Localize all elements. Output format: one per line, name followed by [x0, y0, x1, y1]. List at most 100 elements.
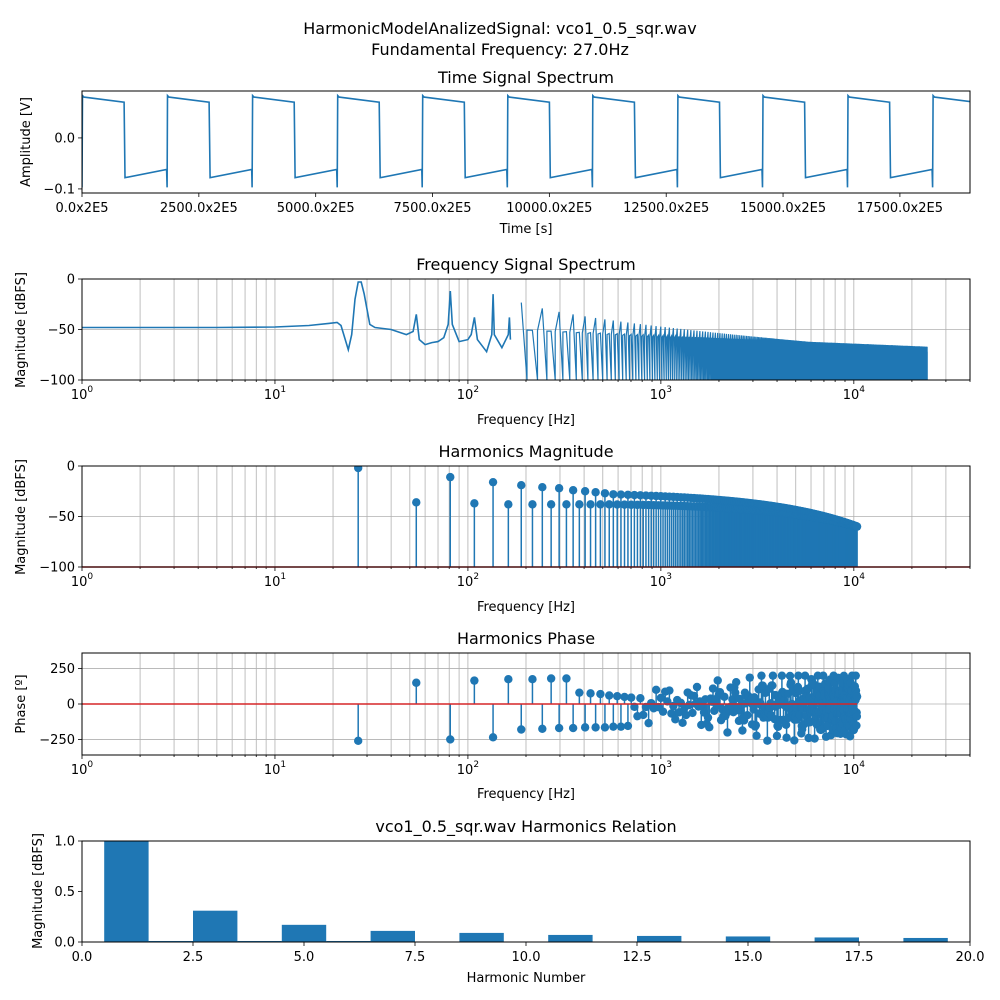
- phase-marker: [609, 722, 618, 731]
- harmonic-marker: [852, 522, 862, 531]
- x-tick-label: 100: [71, 572, 94, 590]
- figure-title-line2: Fundamental Frequency: 27.0Hz: [371, 40, 629, 59]
- harmonic-bar: [370, 930, 415, 942]
- harmonic-marker: [623, 490, 633, 500]
- phase-marker: [623, 721, 633, 731]
- phase-marker: [768, 671, 778, 680]
- x-tick-label: 12500.0x2E5: [623, 201, 709, 216]
- y-tick-label: −50: [48, 323, 75, 338]
- phase-marker: [613, 692, 622, 701]
- harmonic-marker: [470, 499, 479, 508]
- x-tick-label: 0.0x2E5: [55, 201, 108, 216]
- phase-marker: [794, 671, 803, 680]
- harmonic-marker: [488, 477, 498, 487]
- phase-marker: [688, 708, 697, 718]
- phase-marker: [743, 710, 752, 720]
- x-tick-label: 2.5: [183, 950, 204, 965]
- phase-marker: [600, 723, 610, 732]
- harmonic-marker: [586, 500, 595, 509]
- phase-marker: [591, 723, 600, 732]
- phase-marker: [658, 707, 668, 716]
- harmonics-relation-ylabel: Magnitude [dBFS]: [31, 833, 46, 949]
- phase-marker: [568, 723, 578, 733]
- phase-marker: [800, 671, 810, 680]
- phase-marker: [851, 671, 860, 680]
- spectrum-line: [82, 281, 512, 354]
- phase-marker: [703, 713, 713, 722]
- x-tick-label: 100: [71, 385, 94, 403]
- phase-marker: [665, 686, 674, 695]
- phase-marker: [596, 689, 605, 699]
- harmonic-marker: [620, 500, 629, 509]
- phase-marker: [586, 689, 595, 698]
- phase-marker: [852, 712, 862, 721]
- harmonic-marker: [568, 486, 578, 495]
- harmonics-relation-subplot: vco1_0.5_sqr.wav Harmonics Relation Harm…: [31, 817, 985, 986]
- x-tick-label: 104: [843, 760, 866, 778]
- phase-marker: [758, 681, 768, 690]
- phase-marker: [656, 693, 665, 703]
- phase-marker: [732, 677, 741, 687]
- phase-marker: [605, 691, 614, 700]
- y-tick-label: 0.5: [54, 885, 75, 900]
- y-tick-label: −250: [39, 733, 75, 748]
- spectrum-dense-line: [520, 302, 928, 380]
- phase-marker: [528, 675, 537, 684]
- y-tick-label: 0: [67, 698, 75, 713]
- y-tick-label: −50: [48, 510, 75, 525]
- x-tick-label: 7.5: [405, 950, 426, 965]
- harmonics-magnitude-title: Harmonics Magnitude: [438, 442, 613, 461]
- x-tick-label: 103: [650, 572, 672, 590]
- phase-marker: [639, 710, 648, 720]
- harmonic-marker: [575, 500, 584, 509]
- x-tick-label: 104: [843, 385, 866, 403]
- harmonic-bar: [814, 937, 859, 942]
- phase-marker: [852, 692, 862, 701]
- harmonic-marker: [616, 490, 626, 499]
- x-tick-label: 102: [457, 760, 479, 778]
- phase-marker: [689, 691, 699, 701]
- harmonic-bar: [148, 940, 193, 942]
- phase-marker: [845, 732, 855, 741]
- x-tick-label: 5.0: [294, 950, 315, 965]
- harmonic-bar: [903, 937, 948, 942]
- axes-frame: [81, 465, 971, 568]
- x-tick-label: 20.0: [956, 950, 985, 965]
- harmonic-marker: [538, 483, 547, 492]
- harmonics-magnitude-ylabel: Magnitude [dBFS]: [14, 459, 29, 575]
- harmonics-relation-xlabel: Harmonic Number: [467, 971, 586, 986]
- y-tick-label: 0.0: [54, 936, 75, 951]
- phase-marker: [681, 710, 691, 720]
- x-tick-label: 103: [650, 385, 672, 403]
- harmonic-bar: [104, 841, 149, 942]
- phase-marker: [538, 724, 547, 733]
- figure-title-line1: HarmonicModelAnalizedSignal: vco1_0.5_sq…: [303, 19, 696, 39]
- phase-marker: [488, 733, 498, 742]
- harmonic-marker: [591, 488, 600, 497]
- x-tick-label: 17500.0x2E5: [857, 201, 943, 216]
- time-signal-ylabel: Amplitude [V]: [19, 97, 34, 187]
- harmonic-marker: [517, 480, 526, 490]
- phase-marker: [580, 723, 590, 732]
- x-tick-label: 15000.0x2E5: [740, 201, 826, 216]
- x-tick-label: 0.0: [72, 950, 93, 965]
- y-tick-label: 0: [67, 273, 75, 288]
- harmonics-phase-subplot: Harmonics Phase Frequency [Hz] Phase [º]…: [14, 629, 971, 802]
- harmonic-marker: [613, 500, 622, 509]
- harmonic-marker: [446, 472, 455, 482]
- phase-marker: [810, 734, 819, 743]
- harmonic-marker: [554, 484, 564, 493]
- phase-marker: [782, 733, 791, 742]
- x-tick-label: 100: [71, 760, 94, 778]
- phase-marker: [819, 671, 828, 680]
- phase-marker: [723, 728, 732, 737]
- phase-marker: [671, 715, 680, 724]
- phase-marker: [504, 675, 513, 684]
- phase-marker: [852, 721, 861, 730]
- harmonics-magnitude-subplot: Harmonics Magnitude Frequency [Hz] Magni…: [14, 442, 971, 615]
- phase-marker: [651, 685, 661, 695]
- phase-marker: [757, 671, 766, 680]
- harmonic-bar: [459, 932, 504, 942]
- phase-marker: [644, 718, 653, 728]
